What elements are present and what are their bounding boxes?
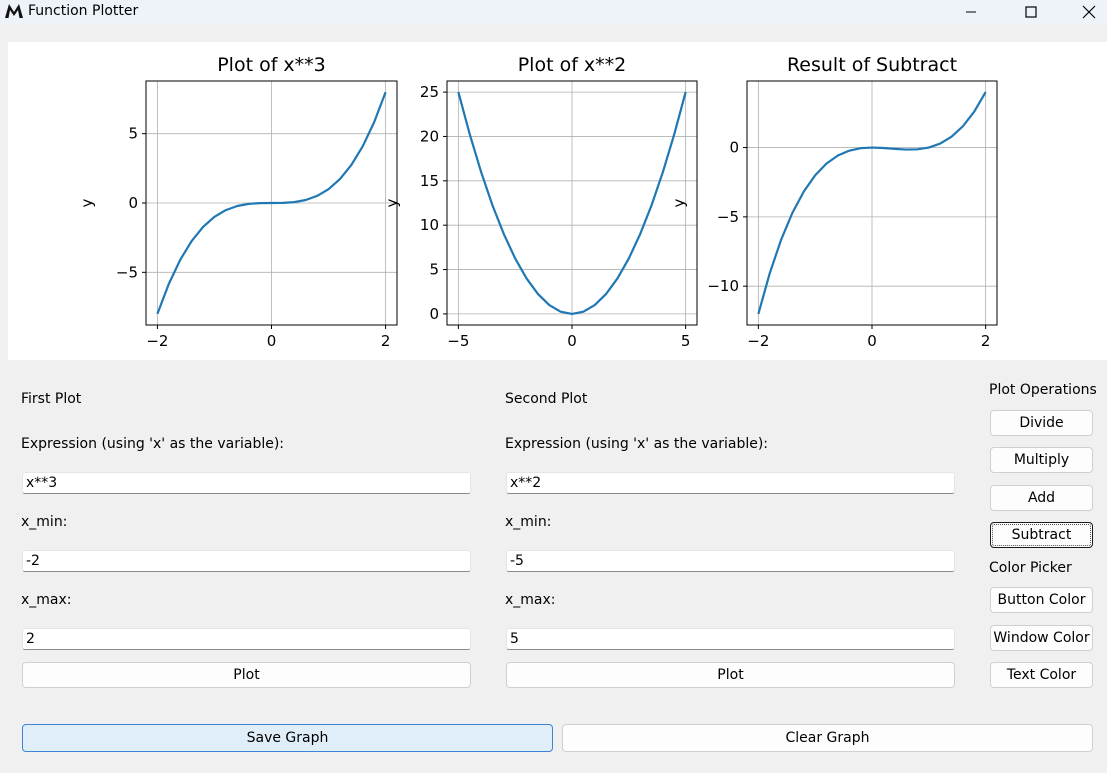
plot3-series-line: [757, 91, 987, 315]
plot1-x-tick-label: 0: [267, 332, 277, 350]
second-xmax-label: x_max:: [505, 592, 556, 608]
clear-graph-button[interactable]: Clear Graph: [562, 724, 1093, 752]
maximize-button[interactable]: [1008, 0, 1054, 24]
subtract-button[interactable]: Subtract: [990, 522, 1093, 548]
first-xmax-input[interactable]: [22, 628, 471, 650]
plot-operations-heading: Plot Operations: [989, 382, 1097, 398]
minimize-button[interactable]: [948, 0, 994, 24]
plot2-y-tick-label: 10: [420, 216, 439, 234]
window-title: Function Plotter: [28, 3, 139, 19]
plot3-y-tick-label: −10: [707, 277, 739, 295]
multiply-button[interactable]: Multiply: [990, 447, 1093, 473]
plot2-y-tick-label: 15: [420, 172, 439, 190]
plot1-y-tick-label: −5: [116, 263, 138, 281]
plot3-y-tick-label: 0: [729, 139, 739, 157]
second-plot-heading: Second Plot: [505, 391, 588, 407]
maximize-icon: [1025, 6, 1037, 18]
plot2-y-tick-label: 25: [420, 83, 439, 101]
plot1-x-tick-label: 2: [381, 332, 391, 350]
plot1-y-tick-label: 0: [128, 194, 138, 212]
save-graph-button[interactable]: Save Graph: [22, 724, 553, 752]
first-expression-label: Expression (using 'x' as the variable):: [21, 436, 285, 452]
minimize-icon: [966, 11, 976, 13]
add-button[interactable]: Add: [990, 485, 1093, 511]
close-icon: [1082, 5, 1096, 19]
plot3-x-tick-label: 0: [867, 332, 877, 350]
plot1-y-axis-label: y: [78, 198, 96, 207]
plot1-title: Plot of x**3: [217, 54, 326, 76]
first-expression-input[interactable]: [22, 472, 471, 494]
second-xmax-input[interactable]: [506, 628, 955, 650]
plot2-y-tick-label: 0: [429, 305, 439, 323]
plot-canvas: −2 0 2 −5 0 5 Plot of x**3 y −5 0 5 0 5 10 15 20 25 Plot …: [8, 42, 1107, 360]
plot3-x-tick-label: −2: [747, 332, 769, 350]
button-color-button[interactable]: Button Color: [990, 587, 1093, 613]
title-bar: Function Plotter: [0, 0, 1107, 24]
plot1-series-line: [156, 91, 387, 315]
second-expression-input[interactable]: [506, 472, 955, 494]
first-xmin-label: x_min:: [21, 514, 68, 530]
first-plot-heading: First Plot: [21, 391, 82, 407]
plot1-x-tick-label: −2: [146, 332, 168, 350]
second-xmin-label: x_min:: [505, 514, 552, 530]
first-plot-button[interactable]: Plot: [22, 662, 471, 688]
divide-button[interactable]: Divide: [990, 410, 1093, 436]
app-logo-icon: [5, 4, 23, 18]
plot1-y-tick-label: 5: [128, 125, 138, 143]
plot2-x-tick-label: 5: [681, 332, 691, 350]
text-color-button[interactable]: Text Color: [990, 662, 1093, 688]
plot3-title: Result of Subtract: [787, 54, 957, 76]
window-color-button[interactable]: Window Color: [990, 625, 1093, 651]
plot2-y-axis-label: y: [383, 198, 401, 207]
second-xmin-input[interactable]: [506, 550, 955, 572]
plot3-y-axis-label: y: [670, 198, 688, 207]
plot2-x-tick-label: 0: [567, 332, 577, 350]
plot2-series-line: [457, 91, 687, 316]
plot2-y-tick-label: 5: [429, 261, 439, 279]
plot3-y-tick-label: −5: [717, 208, 739, 226]
second-plot-button[interactable]: Plot: [506, 662, 955, 688]
first-xmin-input[interactable]: [22, 550, 471, 572]
color-picker-heading: Color Picker: [989, 560, 1072, 576]
plot2-y-tick-label: 20: [420, 127, 439, 145]
close-button[interactable]: [1066, 0, 1107, 24]
plot2-x-tick-label: −5: [447, 332, 469, 350]
plot2-title: Plot of x**2: [518, 54, 627, 76]
first-xmax-label: x_max:: [21, 592, 72, 608]
second-expression-label: Expression (using 'x' as the variable):: [505, 436, 769, 452]
plot3-x-tick-label: 2: [981, 332, 991, 350]
